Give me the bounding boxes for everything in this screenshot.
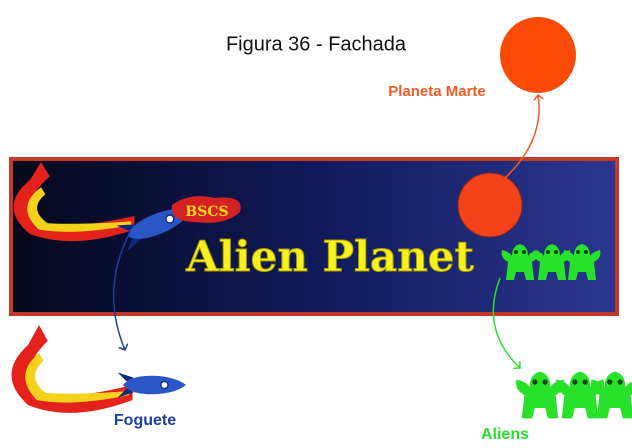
sign-badge: BSCS xyxy=(185,204,228,220)
planet-label: Planeta Marte xyxy=(388,83,486,100)
figure: Figura 36 - Fachada Planeta Marte BSCS A… xyxy=(0,0,632,448)
page: Figura 36 - Fachada Planeta Marte BSCS A… xyxy=(0,0,632,448)
mars-planet xyxy=(500,17,576,93)
alien xyxy=(516,372,564,419)
sign-planet xyxy=(458,173,522,237)
sign-title: Alien Planet xyxy=(185,232,474,281)
rocket-flame xyxy=(12,325,133,413)
rocket-label: Foguete xyxy=(114,412,176,429)
rocket-image xyxy=(118,372,186,397)
aliens-label: Aliens xyxy=(481,426,529,443)
alien xyxy=(556,372,604,419)
caption: Figura 36 - Fachada xyxy=(226,33,407,55)
